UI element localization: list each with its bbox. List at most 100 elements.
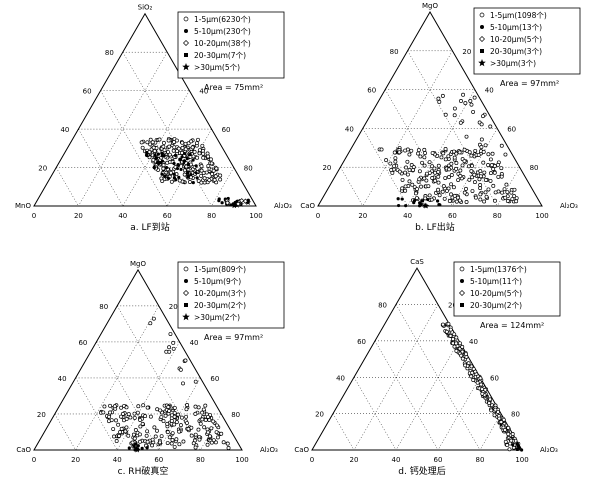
data-point xyxy=(170,431,175,436)
data-point xyxy=(459,353,464,358)
data-point xyxy=(183,151,187,156)
tick-label-bottom: 100 xyxy=(235,456,248,464)
data-point xyxy=(172,414,177,419)
legend-item: 10-20μm(38个) xyxy=(194,39,251,48)
tick-label-left: 40 xyxy=(345,125,354,133)
data-point xyxy=(172,405,177,410)
data-point xyxy=(480,391,485,396)
data-point xyxy=(486,187,491,192)
data-point xyxy=(467,150,472,155)
data-point xyxy=(471,378,476,383)
data-point xyxy=(186,170,190,174)
data-point xyxy=(126,433,131,438)
apex-label-right: Al₂O₃ xyxy=(560,202,578,210)
data-point xyxy=(396,197,400,201)
data-point xyxy=(417,169,422,174)
data-point xyxy=(159,415,164,419)
data-point xyxy=(160,159,165,163)
data-point xyxy=(416,151,420,156)
tick-label-right: 80 xyxy=(530,164,539,172)
data-point xyxy=(476,153,481,158)
grid-line xyxy=(122,52,212,207)
data-point xyxy=(430,176,435,180)
data-point xyxy=(124,405,129,410)
triangle-frame xyxy=(33,12,257,207)
tick-label-left: 60 xyxy=(78,339,87,347)
data-point xyxy=(172,140,176,144)
data-point xyxy=(422,202,429,209)
data-point xyxy=(447,199,452,203)
legend-item: 5-10μm(230个) xyxy=(194,27,251,36)
data-point xyxy=(170,438,175,442)
data-point xyxy=(148,321,153,326)
data-point xyxy=(214,423,219,428)
data-point xyxy=(449,182,454,187)
data-point xyxy=(176,162,180,167)
grid-line xyxy=(332,413,355,451)
data-point xyxy=(207,434,212,439)
data-point xyxy=(488,178,493,183)
data-points xyxy=(377,92,519,209)
data-point xyxy=(443,112,448,117)
apex-label-top: MgO xyxy=(422,2,438,10)
data-point xyxy=(436,163,441,168)
data-point xyxy=(206,414,210,419)
legend-marker xyxy=(459,266,465,272)
grid-line xyxy=(211,167,235,207)
data-point xyxy=(183,141,188,146)
data-point xyxy=(199,173,204,178)
data-point xyxy=(198,421,203,426)
data-point xyxy=(510,197,515,201)
data-point xyxy=(492,413,497,418)
data-point xyxy=(442,196,447,201)
legend-item: >30μm(5个) xyxy=(194,63,240,72)
data-point xyxy=(496,162,500,167)
data-point xyxy=(206,163,211,168)
data-point xyxy=(517,446,521,450)
data-point xyxy=(224,200,231,206)
data-point xyxy=(478,186,483,191)
tick-label-left: 60 xyxy=(357,338,366,346)
legend: 1-5μm(809个) 5-10μm(9个) 10-20μm(3个) 20-30μm(… xyxy=(177,261,285,329)
data-point xyxy=(172,176,177,180)
data-point xyxy=(132,415,137,420)
tick-label-bottom: 100 xyxy=(535,212,548,220)
data-point xyxy=(201,407,206,412)
data-point xyxy=(130,440,135,445)
data-point xyxy=(197,437,202,442)
tick-label-right: 60 xyxy=(210,375,219,383)
data-point xyxy=(430,151,435,156)
data-point xyxy=(464,134,469,139)
data-point xyxy=(483,190,488,195)
tick-label-left: 40 xyxy=(336,374,345,382)
tick-label-bottom: 0 xyxy=(32,212,36,220)
area-label: Area = 97mm² xyxy=(500,79,559,88)
data-point xyxy=(422,147,427,152)
data-point xyxy=(209,426,214,431)
grid-line xyxy=(479,413,502,451)
data-point xyxy=(145,429,150,434)
data-point xyxy=(489,408,494,413)
data-point xyxy=(426,184,431,189)
data-point xyxy=(171,346,176,351)
grid-line xyxy=(55,167,79,207)
data-point xyxy=(166,138,171,143)
data-point xyxy=(491,167,496,171)
data-point xyxy=(452,193,457,198)
data-point xyxy=(160,154,164,158)
data-point xyxy=(454,335,459,340)
data-point xyxy=(422,163,427,168)
grid-line xyxy=(100,90,168,207)
data-point xyxy=(443,147,448,151)
data-point xyxy=(172,410,177,415)
legend-item: 10-20μm(3个) xyxy=(194,289,246,298)
data-point xyxy=(481,149,486,154)
data-point xyxy=(245,199,252,206)
data-point xyxy=(451,337,455,342)
data-point xyxy=(193,432,198,437)
data-point xyxy=(472,180,477,185)
data-point xyxy=(140,421,145,426)
area-label: Area = 97mm² xyxy=(204,333,263,342)
panel-caption: d. 钙处理后 xyxy=(398,465,445,477)
ternary-panel-1: 0202020404040606060808080100SiO₂MnOAl₂O₃… xyxy=(15,4,292,233)
